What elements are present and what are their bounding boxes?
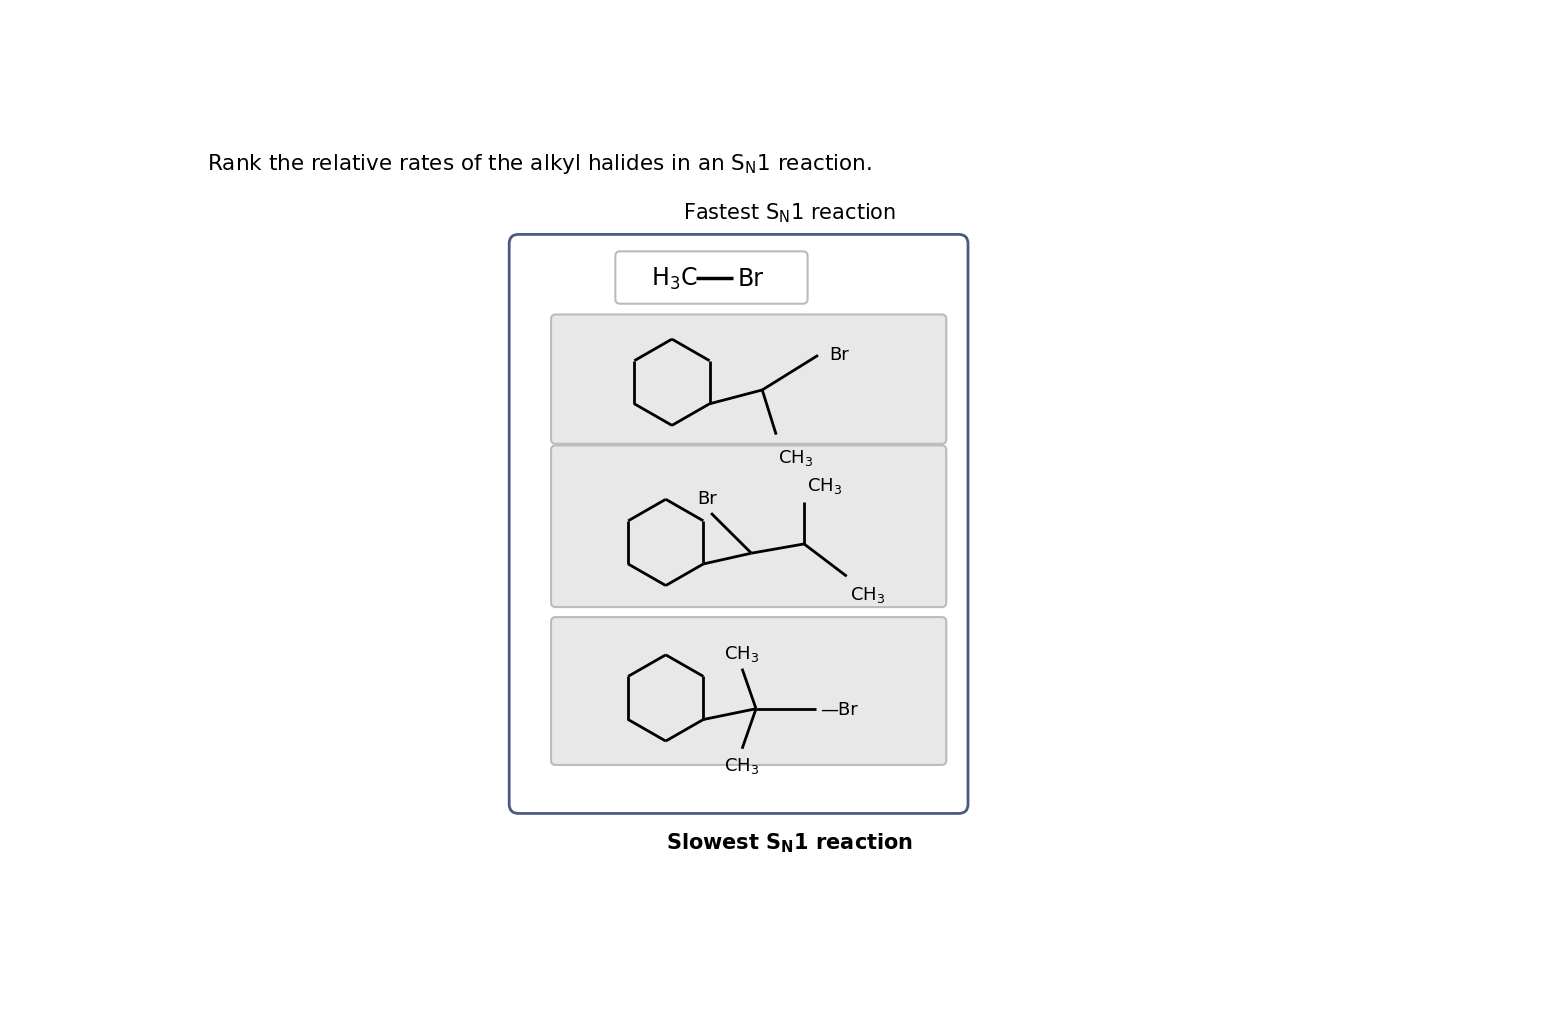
FancyBboxPatch shape bbox=[551, 315, 946, 445]
Text: Br: Br bbox=[736, 266, 763, 290]
Text: $\mathregular{CH_3}$: $\mathregular{CH_3}$ bbox=[849, 584, 885, 605]
Text: $\mathregular{H_3C}$: $\mathregular{H_3C}$ bbox=[652, 265, 698, 291]
FancyBboxPatch shape bbox=[551, 446, 946, 608]
Text: $\mathregular{CH_3}$: $\mathregular{CH_3}$ bbox=[724, 755, 760, 775]
Text: Fastest $\mathregular{S_N}$1 reaction: Fastest $\mathregular{S_N}$1 reaction bbox=[682, 201, 897, 225]
FancyBboxPatch shape bbox=[616, 252, 808, 304]
Text: Slowest $\mathregular{S_N}$1 reaction: Slowest $\mathregular{S_N}$1 reaction bbox=[665, 831, 914, 854]
FancyBboxPatch shape bbox=[510, 236, 968, 814]
FancyBboxPatch shape bbox=[551, 618, 946, 765]
Text: $\mathregular{CH_3}$: $\mathregular{CH_3}$ bbox=[778, 448, 814, 467]
Text: Br: Br bbox=[829, 346, 849, 363]
Text: $\mathregular{CH_3}$: $\mathregular{CH_3}$ bbox=[808, 476, 843, 496]
Text: —Br: —Br bbox=[820, 700, 858, 718]
Text: Br: Br bbox=[698, 489, 716, 508]
Text: Rank the relative rates of the alkyl halides in an $\mathregular{S_N}$1 reaction: Rank the relative rates of the alkyl hal… bbox=[207, 152, 872, 176]
Text: $\mathregular{CH_3}$: $\mathregular{CH_3}$ bbox=[724, 643, 760, 663]
